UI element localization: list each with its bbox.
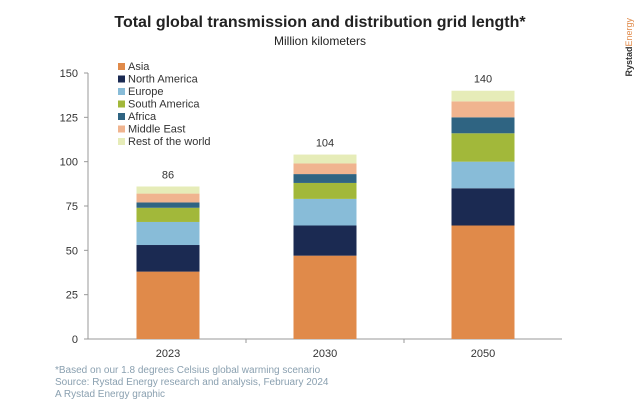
bar-segment-asia — [451, 225, 515, 339]
bar-segment-middle-east — [451, 101, 515, 118]
chart-title: Total global transmission and distributi… — [114, 14, 526, 31]
x-tick-label: 2023 — [156, 348, 180, 360]
legend-label: South America — [128, 99, 200, 111]
legend-swatch — [118, 113, 125, 120]
bar-segment-africa — [136, 202, 200, 208]
y-tick-label: 0 — [72, 334, 78, 346]
legend-swatch — [118, 138, 125, 145]
bar-segment-middle-east — [293, 163, 357, 175]
bar-segment-asia — [136, 271, 200, 339]
total-label: 104 — [316, 138, 334, 150]
bar-segment-north-america — [136, 245, 200, 272]
footnotes: *Based on our 1.8 degrees Celsius global… — [55, 365, 328, 401]
bar-segment-south-america — [451, 133, 515, 162]
legend-swatch — [118, 125, 125, 133]
x-tick-label: 2030 — [313, 348, 337, 360]
bar-segment-africa — [293, 174, 357, 183]
bar-segment-north-america — [293, 225, 357, 256]
bar-segment-rest-of-the-world — [451, 90, 515, 102]
legend-label: North America — [128, 74, 199, 86]
chart-subtitle: Million kilometers — [273, 34, 367, 48]
footnote-credit: A Rystad Energy graphic — [55, 389, 166, 400]
legend-label: Asia — [128, 61, 150, 73]
bar-segment-middle-east — [136, 193, 200, 203]
bar-segment-rest-of-the-world — [293, 154, 357, 164]
legend-label: Europe — [128, 86, 163, 98]
y-tick-label: 125 — [60, 112, 78, 124]
x-tick-label: 2050 — [471, 348, 495, 360]
legend-label: Middle East — [128, 124, 185, 136]
bar-segment-south-america — [293, 182, 357, 199]
bar-segment-south-america — [136, 207, 200, 222]
y-tick-label: 100 — [60, 157, 78, 169]
bar-segment-africa — [451, 117, 515, 134]
bar-segment-north-america — [451, 188, 515, 226]
legend-swatch — [118, 63, 125, 70]
legend-swatch — [118, 75, 125, 83]
y-tick-label: 75 — [66, 201, 78, 213]
y-tick-label: 50 — [66, 245, 78, 257]
bar-segment-europe — [451, 161, 515, 189]
footnote-source: Source: Rystad Energy research and analy… — [55, 377, 329, 388]
total-label: 86 — [162, 169, 174, 181]
legend-label: Rest of the world — [128, 136, 211, 148]
legend-label: Africa — [128, 111, 157, 123]
legend-swatch — [118, 88, 125, 95]
y-tick-label: 25 — [66, 290, 78, 302]
footnote-scenario: *Based on our 1.8 degrees Celsius global… — [55, 365, 321, 376]
bar-segment-rest-of-the-world — [136, 186, 200, 194]
bar-segment-europe — [293, 198, 357, 226]
total-label: 140 — [474, 74, 492, 86]
y-tick-label: 150 — [60, 68, 78, 80]
bar-segment-asia — [293, 255, 357, 339]
bar-segment-europe — [136, 221, 200, 246]
legend-swatch — [118, 100, 125, 108]
